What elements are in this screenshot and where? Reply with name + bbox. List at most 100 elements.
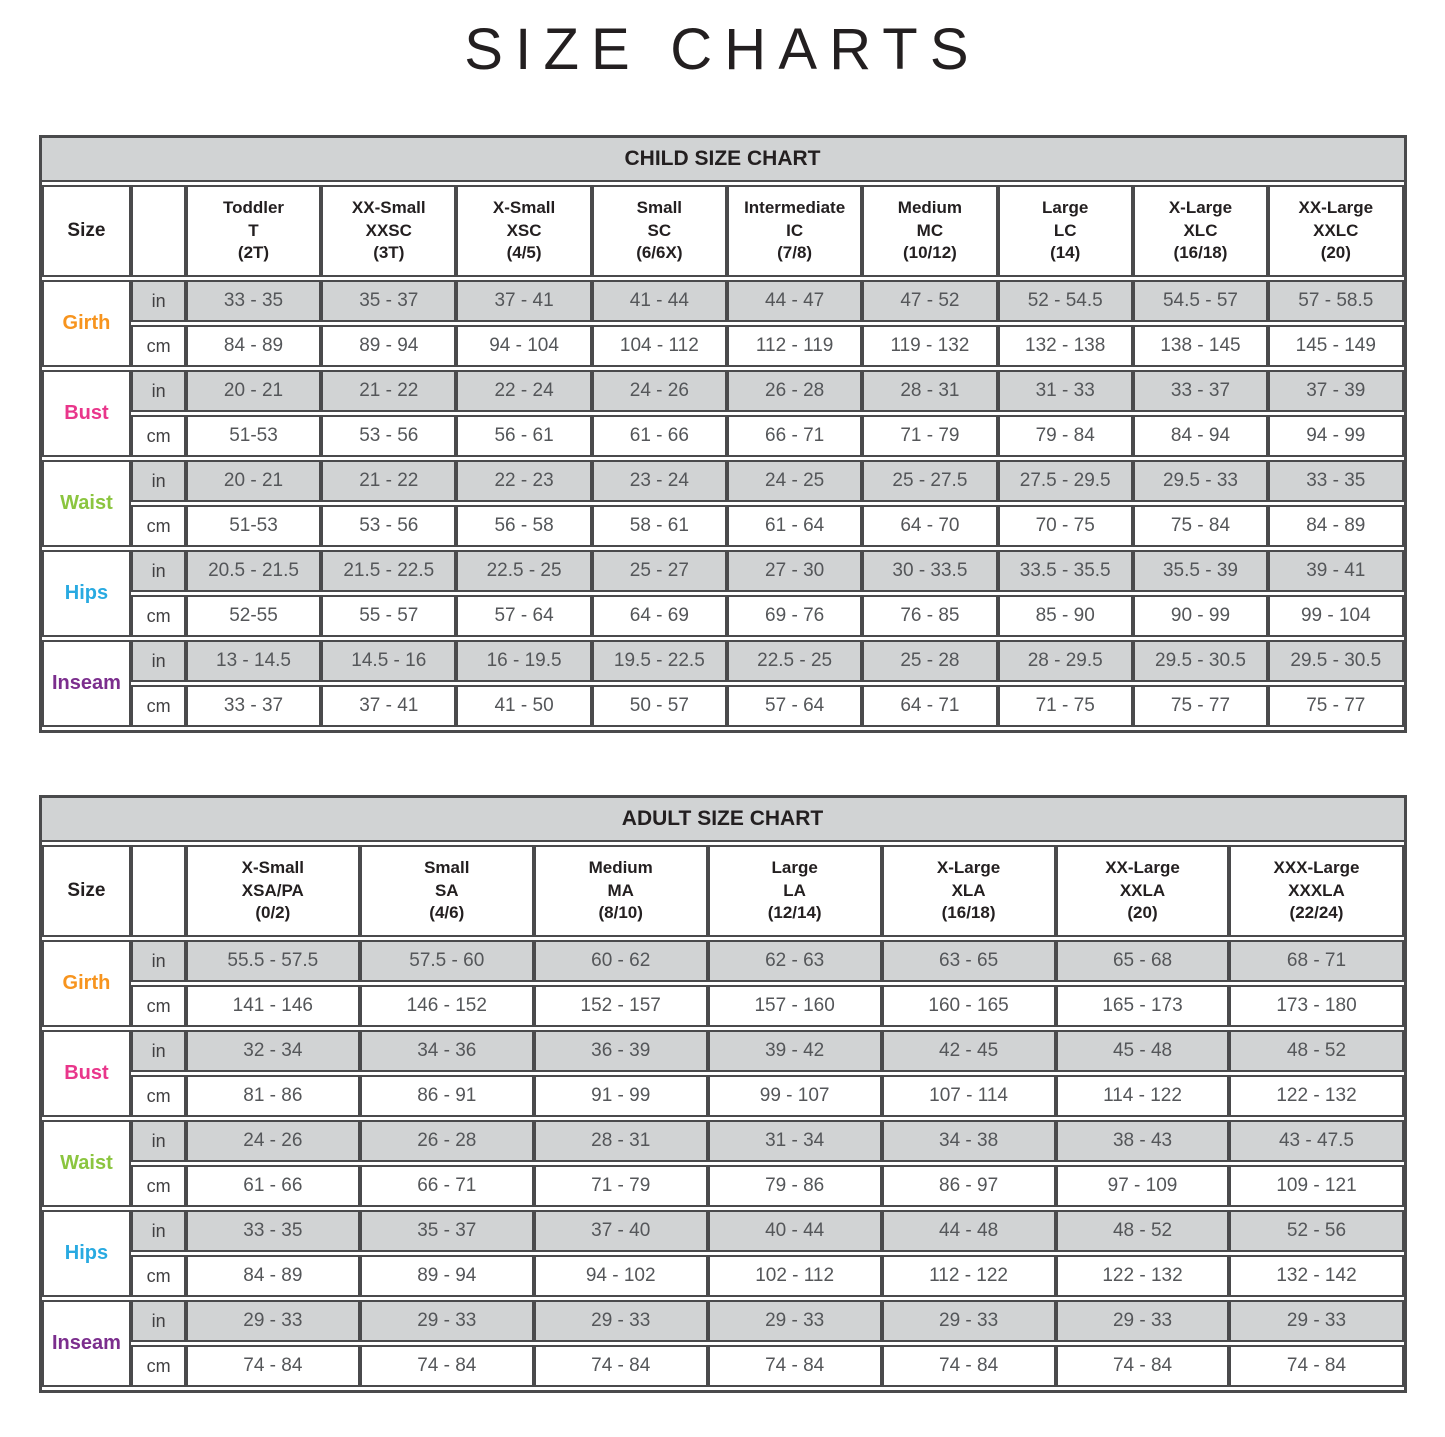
- measure-row-cm: cm 51-53 53 - 56 56 - 58 58 - 61 61 - 64 64 - …: [42, 505, 1404, 547]
- value-cell: 52 - 54.5: [997, 280, 1133, 322]
- value-cell: 48 - 52: [1229, 1030, 1404, 1072]
- value-cell: 41 - 44: [591, 280, 727, 322]
- column-size-code: XXXLA: [1288, 880, 1345, 900]
- value-cell: 20.5 - 21.5: [185, 550, 322, 592]
- column-size-range: (3T): [373, 243, 405, 263]
- value-cell: 60 - 62: [533, 940, 708, 982]
- value-cell: 97 - 109: [1055, 1165, 1230, 1207]
- value-cell: 145 - 149: [1268, 325, 1404, 367]
- value-cell: 36 - 39: [533, 1030, 708, 1072]
- value-cell: 94 - 99: [1268, 415, 1404, 457]
- measure-row-cm: cm 84 - 89 89 - 94 94 - 104 104 - 112 112 - 1…: [42, 325, 1404, 367]
- unit-cell: in: [131, 1030, 186, 1072]
- value-cell: 35 - 37: [321, 280, 457, 322]
- value-cell: 34 - 38: [881, 1120, 1056, 1162]
- unit-header-cell: [131, 845, 186, 937]
- size-column-header: Toddler T (2T): [185, 185, 322, 277]
- value-cell: 94 - 102: [533, 1255, 708, 1297]
- value-cell: 75 - 77: [1268, 685, 1404, 727]
- value-cell: 22 - 24: [456, 370, 592, 412]
- unit-cell: in: [131, 1300, 186, 1342]
- column-size-name: Large: [771, 857, 818, 877]
- value-cell: 22.5 - 25: [456, 550, 592, 592]
- size-column-header: Medium MC (10/12): [862, 185, 998, 277]
- column-size-name: Intermediate: [744, 197, 846, 217]
- value-cell: 54.5 - 57: [1132, 280, 1269, 322]
- value-cell: 29 - 33: [185, 1300, 360, 1342]
- measure-row-in: Waist in 20 - 21 21 - 22 22 - 23 23 - 24 24 - …: [41, 460, 1404, 547]
- unit-cell: cm: [131, 325, 186, 367]
- value-cell: 29 - 33: [1055, 1300, 1230, 1342]
- unit-cell: in: [131, 550, 186, 592]
- value-cell: 57 - 64: [726, 685, 863, 727]
- unit-cell: in: [131, 1120, 186, 1162]
- value-cell: 23 - 24: [591, 460, 727, 502]
- value-cell: 29 - 33: [359, 1300, 534, 1342]
- value-cell: 52 - 56: [1229, 1210, 1404, 1252]
- measure-row-cm: cm 33 - 37 37 - 41 41 - 50 50 - 57 57 - 64 64 …: [42, 685, 1404, 727]
- measurement-label: Waist: [41, 460, 132, 547]
- measure-row-in: Inseam in 29 - 33 29 - 33 29 - 33 29 - 33 29 -…: [41, 1300, 1404, 1387]
- column-size-name: XX-Small: [351, 197, 426, 217]
- value-cell: 29.5 - 30.5: [1268, 640, 1404, 682]
- size-column-header: XXX-Large XXXLA (22/24): [1229, 845, 1404, 937]
- size-column-header: Large LC (14): [997, 185, 1133, 277]
- size-column-header: Medium MA (8/10): [533, 845, 708, 937]
- value-cell: 34 - 36: [359, 1030, 534, 1072]
- column-size-name: Small: [636, 197, 683, 217]
- value-cell: 90 - 99: [1132, 595, 1269, 637]
- value-cell: 56 - 61: [456, 415, 592, 457]
- value-cell: 76 - 85: [862, 595, 998, 637]
- value-cell: 37 - 41: [321, 685, 457, 727]
- value-cell: 71 - 79: [862, 415, 998, 457]
- value-cell: 35 - 37: [359, 1210, 534, 1252]
- value-cell: 157 - 160: [707, 985, 882, 1027]
- value-cell: 61 - 66: [185, 1165, 360, 1207]
- value-cell: 28 - 31: [862, 370, 998, 412]
- child-size-table: Size Toddler T (2T) XX-Small XXSC (3T) X-Small X…: [41, 182, 1404, 730]
- child-size-chart: CHILD SIZE CHART Size Toddler T (2T) XX-Smal…: [38, 135, 1407, 733]
- measurement-label: Girth: [41, 940, 132, 1027]
- value-cell: 41 - 50: [456, 685, 592, 727]
- value-cell: 74 - 84: [1055, 1345, 1230, 1387]
- value-cell: 48 - 52: [1055, 1210, 1230, 1252]
- column-size-code: MC: [916, 220, 944, 240]
- value-cell: 62 - 63: [707, 940, 882, 982]
- value-cell: 160 - 165: [881, 985, 1056, 1027]
- value-cell: 64 - 69: [591, 595, 727, 637]
- value-cell: 74 - 84: [185, 1345, 360, 1387]
- value-cell: 91 - 99: [533, 1075, 708, 1117]
- value-cell: 81 - 86: [185, 1075, 360, 1117]
- value-cell: 30 - 33.5: [862, 550, 998, 592]
- value-cell: 55.5 - 57.5: [185, 940, 360, 982]
- column-size-code: XSA/PA: [241, 880, 304, 900]
- adult-size-table: Size X-Small XSA/PA (0/2) Small SA (4/6) Medium…: [41, 842, 1404, 1390]
- column-size-range: (4/5): [506, 243, 542, 263]
- size-column-header: X-Large XLA (16/18): [881, 845, 1056, 937]
- value-cell: 85 - 90: [997, 595, 1133, 637]
- column-size-code: XLC: [1183, 220, 1218, 240]
- size-column-header: XX-Large XXLA (20): [1055, 845, 1230, 937]
- value-cell: 165 - 173: [1055, 985, 1230, 1027]
- unit-cell: cm: [131, 1255, 186, 1297]
- value-cell: 37 - 40: [533, 1210, 708, 1252]
- value-cell: 61 - 64: [726, 505, 863, 547]
- value-cell: 47 - 52: [862, 280, 998, 322]
- value-cell: 74 - 84: [359, 1345, 534, 1387]
- column-size-name: X-Small: [492, 197, 556, 217]
- measure-row-cm: cm 84 - 89 89 - 94 94 - 102 102 - 112 112 - 1…: [42, 1255, 1404, 1297]
- value-cell: 52-55: [185, 595, 322, 637]
- measure-row-in: Bust in 32 - 34 34 - 36 36 - 39 39 - 42 42 - 4…: [41, 1030, 1404, 1117]
- size-header-row: Size X-Small XSA/PA (0/2) Small SA (4/6) Medium…: [41, 845, 1404, 937]
- value-cell: 132 - 138: [997, 325, 1133, 367]
- measure-row-cm: cm 141 - 146 146 - 152 152 - 157 157 - 160 16…: [42, 985, 1404, 1027]
- column-size-code: XSC: [506, 220, 542, 240]
- value-cell: 84 - 89: [185, 325, 322, 367]
- column-size-name: XX-Large: [1298, 197, 1374, 217]
- measurement-label: Girth: [41, 280, 132, 367]
- value-cell: 70 - 75: [997, 505, 1133, 547]
- value-cell: 25 - 27: [591, 550, 727, 592]
- value-cell: 20 - 21: [185, 460, 322, 502]
- unit-header-cell: [131, 185, 186, 277]
- column-size-range: (4/6): [429, 903, 465, 923]
